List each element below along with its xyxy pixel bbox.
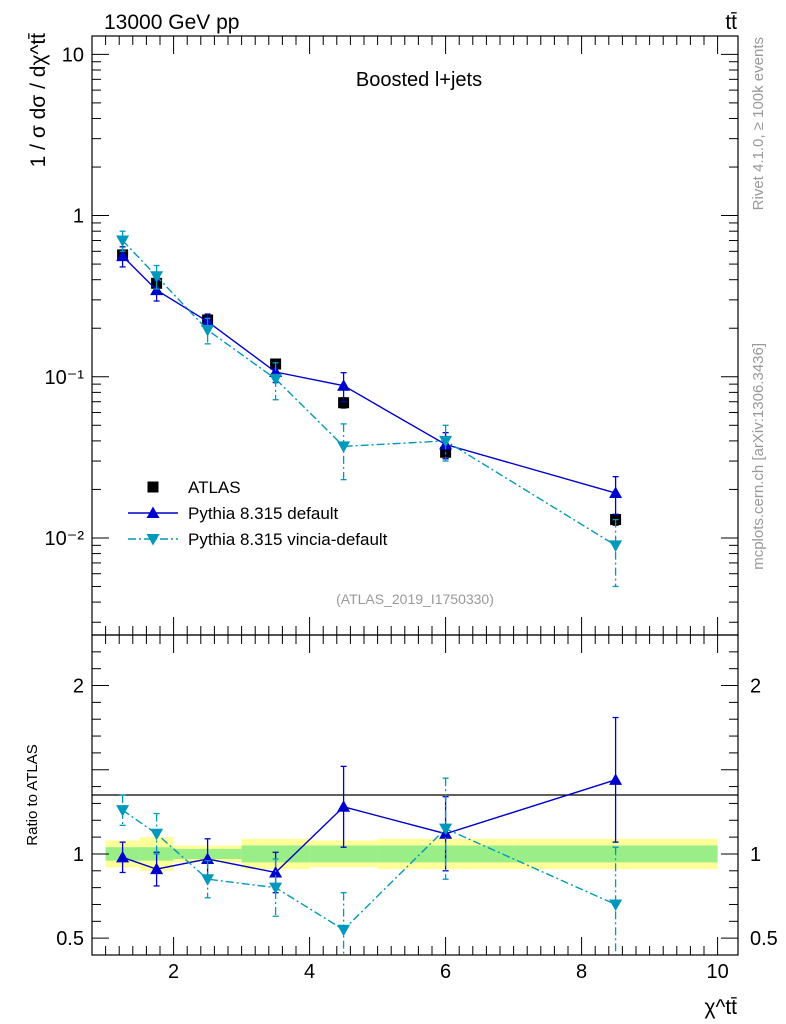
data-point <box>338 397 350 409</box>
main-data <box>116 230 623 588</box>
data-point <box>609 540 623 552</box>
data-point <box>609 486 623 499</box>
y-tick-label: 10⁻¹ <box>45 367 85 389</box>
x-tick-label: 8 <box>576 961 587 983</box>
series-line <box>122 240 616 546</box>
ratio-point <box>337 800 351 812</box>
data-point <box>337 441 351 453</box>
y-tick-label: 10 <box>62 44 84 66</box>
main-title: Boosted l+jets <box>356 69 482 91</box>
ratio-y-tick-label-left: 0.5 <box>56 928 84 950</box>
ratio-point <box>150 828 164 841</box>
ratio-point <box>150 862 164 875</box>
legend-marker <box>146 534 160 546</box>
legend-label: Pythia 8.315 default <box>188 504 339 523</box>
data-point <box>439 435 453 448</box>
data-point <box>201 325 215 337</box>
ratio-point <box>269 882 283 895</box>
main-ticks: 10 1 10⁻¹ 10⁻² <box>45 36 738 635</box>
ratio-y-tick-label-right: 2 <box>750 676 761 698</box>
series-line <box>122 255 616 494</box>
ratio-y-tick-label-right: 0.5 <box>750 928 778 950</box>
header-left: 13000 GeV pp <box>104 11 239 34</box>
ratio-point <box>116 850 130 863</box>
header-right: tt̄ <box>725 11 737 34</box>
ratio-data <box>116 716 623 955</box>
ratio-bands <box>105 837 718 871</box>
ratio-panel: 2 2 1 1 0.5 0.5 2 4 6 8 10 Ratio to ATLAS χ^tt̄ <box>24 634 778 1019</box>
legend-label: Pythia 8.315 vincia-default <box>188 530 388 549</box>
ratio-point <box>439 823 453 836</box>
side-label-rivet: Rivet 4.1.0, ≥ 100k events <box>750 37 767 210</box>
ratio-frame <box>91 634 739 956</box>
data-point <box>337 379 351 391</box>
stat-uncertainty-band <box>309 845 378 863</box>
series-pythia-8-315-vincia-default <box>116 230 623 588</box>
data-point <box>269 373 283 386</box>
analysis-label: (ATLAS_2019_I1750330) <box>336 591 494 607</box>
series-pythia-8-315-default <box>116 246 623 516</box>
ratio-point <box>609 773 623 785</box>
side-label-mcplots: mcplots.cern.ch [arXiv:1306.3436] <box>750 343 767 570</box>
x-tick-label: 10 <box>706 961 728 983</box>
ratio-point <box>337 924 351 937</box>
ratio-line <box>122 809 616 931</box>
ratio-ylabel: Ratio to ATLAS <box>24 744 41 845</box>
x-tick-label: 6 <box>440 961 451 983</box>
ratio-series-pythia-8-315-default <box>116 716 623 894</box>
data-point <box>116 235 130 248</box>
y-tick-label: 10⁻² <box>45 528 85 550</box>
ratio-y-tick-label-right: 1 <box>750 844 761 866</box>
legend: ATLAS Pythia 8.315 default Pythia 8.315 vi… <box>128 478 388 549</box>
ratio-ticks: 2 2 1 1 0.5 0.5 2 4 6 8 10 <box>56 634 778 983</box>
ratio-y-tick-label-left: 2 <box>73 676 84 698</box>
legend-marker <box>147 481 159 493</box>
main-panel: 10 1 10⁻¹ 10⁻² Boosted l+jets (ATLAS_2019_I… <box>27 33 739 636</box>
legend-marker <box>146 506 160 518</box>
x-tick-label: 4 <box>304 961 315 983</box>
legend-label: ATLAS <box>188 478 241 497</box>
x-axis-label: χ^tt̄ <box>704 996 737 1019</box>
data-point <box>150 271 164 283</box>
ratio-series-pythia-8-315-vincia-default <box>116 777 623 955</box>
ratio-point <box>201 874 215 886</box>
ratio-point <box>116 805 130 817</box>
ratio-point <box>201 852 215 864</box>
y-tick-label: 1 <box>73 206 84 228</box>
data-point <box>116 249 130 262</box>
x-tick-label: 2 <box>168 961 179 983</box>
ratio-point <box>609 899 623 911</box>
ratio-y-tick-label-left: 1 <box>73 844 84 866</box>
main-ylabel: 1 / σ dσ / dχ^tt̄ <box>27 33 50 168</box>
